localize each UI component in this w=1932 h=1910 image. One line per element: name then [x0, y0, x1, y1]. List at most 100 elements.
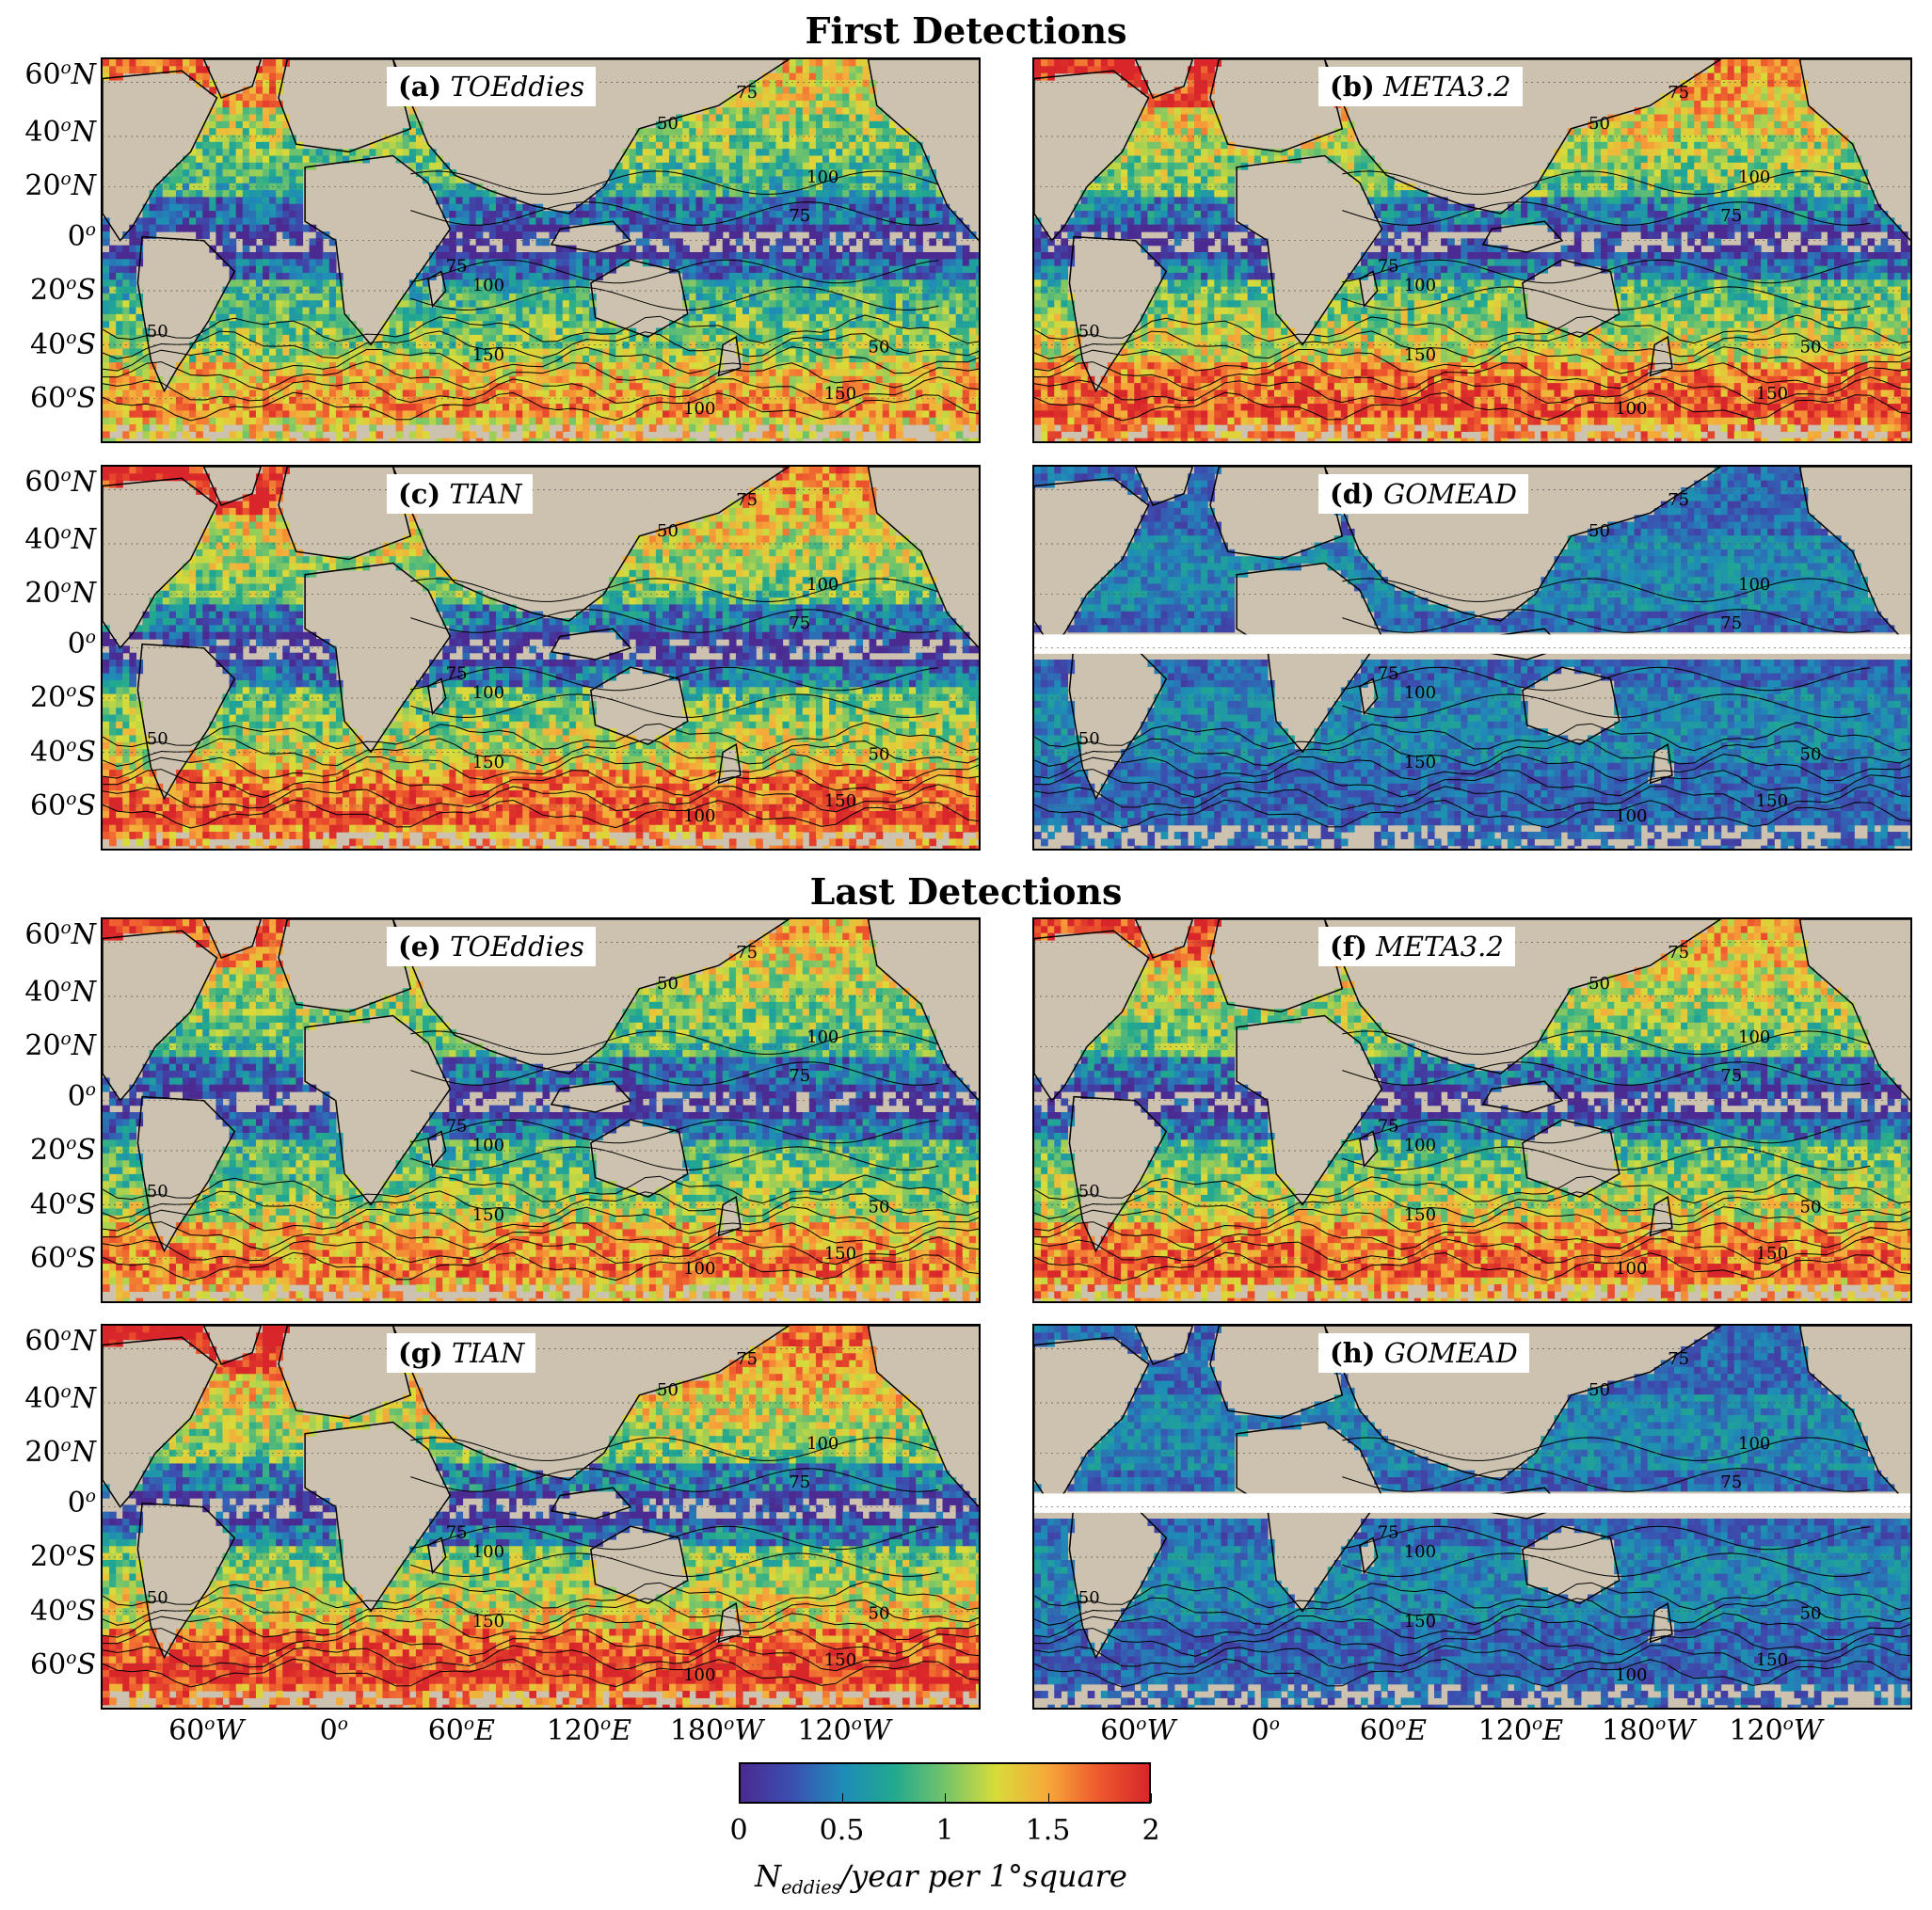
contour-label: 50	[1800, 338, 1822, 358]
map-panel-e: 75 50 100 75 75 100 150 100 150 50 50 (e) TOEddies	[101, 917, 981, 1303]
contour-label: 50	[869, 1198, 890, 1218]
panel-label-a: (a) TOEddies	[387, 67, 597, 106]
longitude-label: 60oW	[131, 1714, 281, 1747]
equatorial-gap	[1034, 634, 1910, 654]
contour-lines	[103, 1437, 979, 1688]
coastlines	[103, 919, 979, 1253]
heatmap-cells	[1034, 1326, 1910, 1708]
contour-label: 75	[446, 1117, 468, 1137]
panel-label-h: (h) GOMEAD	[1318, 1333, 1529, 1373]
equatorial-gap	[1034, 1493, 1910, 1513]
colorbar-tick-label: 1.5	[1011, 1814, 1086, 1847]
heatmap-cells	[1034, 919, 1910, 1301]
contour-lines	[103, 170, 979, 422]
longitude-label: 120oW	[769, 1714, 919, 1747]
contour-label: 75	[446, 1523, 468, 1543]
contour-label: 75	[736, 83, 758, 103]
contour-label: 100	[1738, 575, 1770, 595]
contour-lines	[1034, 170, 1910, 422]
longitude-label: 120oW	[1700, 1714, 1851, 1747]
heatmap-f: 75 50 100 75 75 100 150 100 150 50 50	[1034, 919, 1910, 1301]
colorbar-title: Neddies/year per 1°square	[659, 1858, 1223, 1898]
panel-label-g: (g) TIAN	[387, 1333, 536, 1373]
contour-label: 50	[147, 1588, 168, 1608]
contour-label: 150	[824, 791, 856, 811]
panel-label-e: (e) TOEddies	[387, 927, 596, 966]
contour-label: 50	[1800, 1198, 1822, 1218]
contour-label: 75	[1720, 206, 1742, 226]
latitude-label: 20oS	[2, 1540, 96, 1573]
colorbar-tick-label: 1	[907, 1814, 982, 1847]
contour-label: 100	[683, 1665, 715, 1685]
contour-label: 75	[1668, 83, 1689, 103]
colorbar-tick-label: 2	[1113, 1814, 1189, 1847]
contour-label: 100	[1615, 399, 1647, 419]
contour-label: 75	[1668, 943, 1689, 963]
contour-lines	[1034, 1030, 1910, 1281]
contour-label: 100	[1738, 167, 1770, 187]
contour-label: 75	[1378, 664, 1399, 684]
latitude-label: 60oS	[2, 789, 96, 822]
panel-label-b: (b) META3.2	[1318, 67, 1523, 106]
contour-label: 150	[1756, 1244, 1788, 1264]
contour-label: 50	[657, 114, 679, 134]
colorbar-tick-mark	[1151, 1793, 1152, 1803]
contour-label: 75	[1378, 1117, 1399, 1137]
contour-label: 75	[446, 664, 468, 684]
colorbar-tick-mark	[945, 1793, 946, 1803]
longitude-label: 120oE	[1445, 1714, 1596, 1747]
contour-label: 100	[1738, 1434, 1770, 1454]
contour-label: 150	[824, 384, 856, 404]
longitude-label: 180oW	[1573, 1714, 1724, 1747]
contour-label: 100	[1404, 1542, 1436, 1562]
contour-label: 100	[472, 1542, 504, 1562]
latitude-label: 40oN	[2, 1382, 96, 1415]
latitude-label: 20oS	[2, 1134, 96, 1167]
colorbar-tick-mark	[1047, 1793, 1049, 1803]
latitude-label: 0o	[2, 1080, 96, 1113]
contour-label: 100	[683, 806, 715, 826]
contour-label: 75	[736, 490, 758, 510]
contour-label: 100	[1615, 1259, 1647, 1279]
panel-label-f: (f) META3.2	[1318, 927, 1515, 966]
latitude-label: 20oN	[2, 1029, 96, 1062]
contour-label: 100	[1404, 276, 1436, 295]
latitude-label: 0o	[2, 628, 96, 661]
contour-lines	[1034, 578, 1910, 829]
contour-label: 75	[1720, 613, 1742, 633]
contour-label: 50	[1589, 114, 1610, 134]
contour-label: 150	[472, 753, 504, 772]
coastlines	[103, 59, 979, 393]
contour-label: 75	[1720, 1472, 1742, 1492]
contour-lines	[103, 1030, 979, 1281]
colorbar-tick-label: 0.5	[805, 1814, 880, 1847]
latitude-label: 40oN	[2, 976, 96, 1009]
map-panel-g: 75 50 100 75 75 100 150 100 150 50 50 (g) TIAN	[101, 1324, 981, 1710]
contour-label: 50	[869, 338, 890, 358]
heatmap-cells	[1034, 467, 1910, 849]
contour-label: 100	[1738, 1027, 1770, 1047]
contour-label: 75	[789, 1472, 810, 1492]
colorbar-tick-mark	[841, 1793, 843, 1803]
contour-label: 150	[1756, 1650, 1788, 1670]
contour-label: 50	[1589, 521, 1610, 541]
contour-label: 50	[147, 1182, 168, 1202]
latitude-label: 60oN	[2, 1325, 96, 1358]
contour-label: 75	[446, 257, 468, 277]
contour-label: 150	[1756, 384, 1788, 404]
latitude-label: 20oN	[2, 1436, 96, 1469]
latitude-label: 20oS	[2, 681, 96, 714]
contour-label: 150	[1404, 345, 1436, 365]
map-panel-f: 75 50 100 75 75 100 150 100 150 50 50 (f) META3.2	[1032, 917, 1912, 1303]
contour-label: 75	[789, 613, 810, 633]
colorbar-tick-mark	[739, 1793, 740, 1803]
coastlines	[1034, 467, 1910, 801]
contour-label: 75	[789, 1066, 810, 1086]
contour-label: 50	[869, 1604, 890, 1624]
longitude-label: 180oW	[642, 1714, 792, 1747]
latitude-label: 60oS	[2, 1242, 96, 1275]
